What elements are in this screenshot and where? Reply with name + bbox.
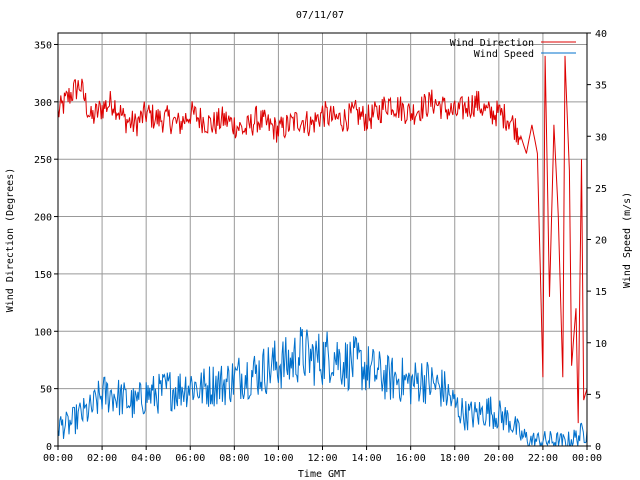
x-tick-label: 00:00 [43,453,73,464]
chart-title: 07/11/07 [296,10,344,21]
y-tick-label-right: 5 [595,390,601,401]
x-tick-label: 18:00 [440,453,470,464]
y-tick-label-left: 200 [34,213,52,224]
y-tick-label-left: 150 [34,270,52,281]
x-tick-label: 12:00 [307,453,337,464]
x-tick-label: 20:00 [484,453,514,464]
y-tick-label-left: 300 [34,98,52,109]
y-tick-label-right: 15 [595,287,607,298]
y-tick-label-right: 35 [595,81,607,92]
x-axis-label: Time GMT [298,469,346,480]
x-tick-label: 08:00 [219,453,249,464]
x-tick-label: 04:00 [131,453,161,464]
x-tick-label: 22:00 [528,453,558,464]
y-tick-label-right: 20 [595,236,607,247]
x-tick-label: 16:00 [396,453,426,464]
x-tick-label: 14:00 [352,453,382,464]
y-tick-label-right: 10 [595,339,607,350]
y-axis-right-label: Wind Speed (m/s) [622,192,633,288]
y-tick-label-left: 350 [34,40,52,51]
y-tick-label-right: 30 [595,132,607,143]
legend: Wind Direction Wind Speed [450,38,576,60]
y-tick-label-left: 250 [34,155,52,166]
y-tick-label-right: 25 [595,184,607,195]
y-axis-left-label: Wind Direction (Degrees) [5,168,16,313]
series-group [57,55,588,447]
legend-label-wind-speed: Wind Speed [474,49,534,60]
x-tick-label: 10:00 [263,453,293,464]
y-tick-label-right: 40 [595,29,607,40]
series-line-wind-speed [57,327,588,447]
legend-label-wind-direction: Wind Direction [450,38,534,49]
x-tick-label: 00:00 [572,453,602,464]
y-tick-label-left: 0 [46,442,52,453]
y-tick-label-right: 0 [595,442,601,453]
series-line-wind-direction [57,55,588,424]
x-tick-label: 06:00 [175,453,205,464]
y-tick-label-left: 100 [34,327,52,338]
x-tick-label: 02:00 [87,453,117,464]
y-tick-label-left: 50 [40,385,52,396]
axes: 00:00 02:00 04:00 06:00 08:00 10:00 12:00 14:00… [34,29,607,464]
